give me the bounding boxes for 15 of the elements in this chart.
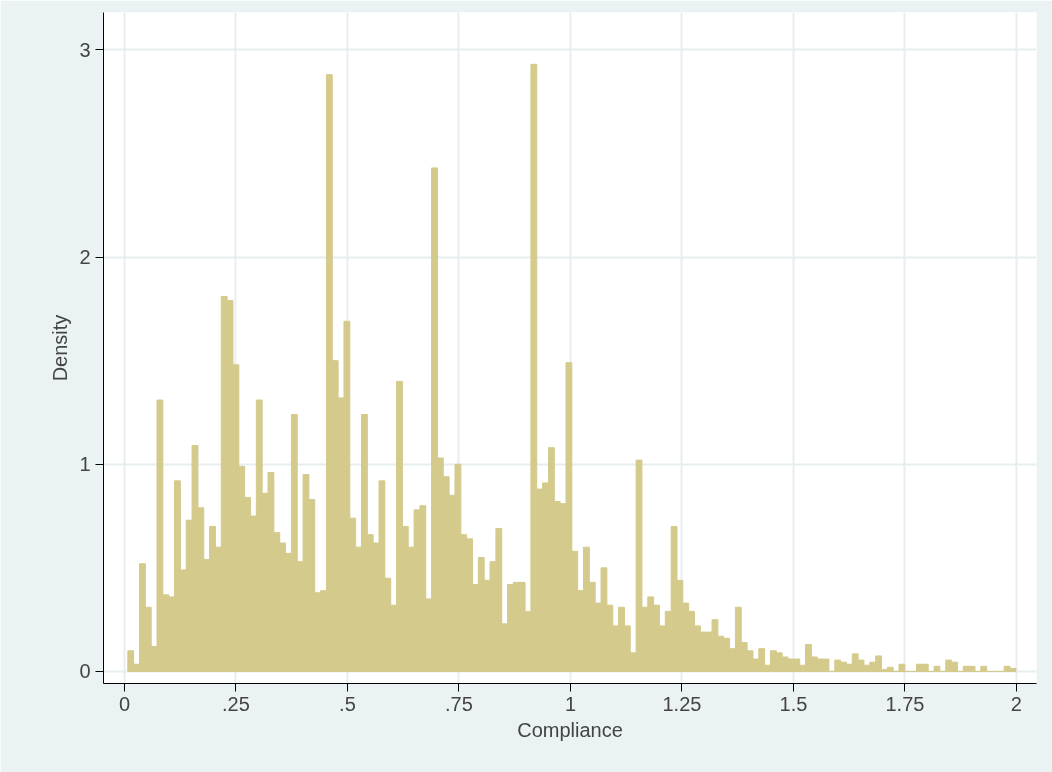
x-tick-label: .25 — [222, 692, 250, 715]
x-tick-label: 1.25 — [662, 692, 702, 715]
x-tick-label: 1.5 — [779, 692, 808, 715]
x-tick-label: 1.75 — [885, 692, 925, 715]
x-axis-title: Compliance — [517, 718, 623, 741]
y-axis-title: Density — [49, 314, 72, 382]
x-tick-label: 2 — [1010, 692, 1022, 715]
x-tick-label: 1 — [564, 692, 577, 715]
y-tick-label: 0 — [79, 660, 91, 683]
x-tick-label: 0 — [118, 692, 131, 715]
x-tick-label: .5 — [339, 692, 356, 715]
y-tick-label: 2 — [79, 246, 91, 269]
x-tick-label: .75 — [445, 692, 473, 715]
y-tick-label: 1 — [79, 453, 91, 476]
y-tick-label: 3 — [79, 38, 91, 61]
